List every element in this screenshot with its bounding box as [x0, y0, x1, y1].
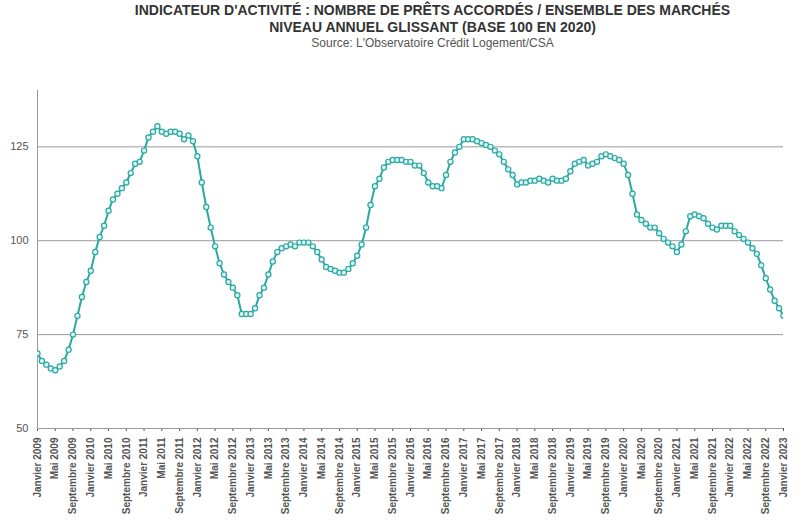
svg-text:Janvier 2016: Janvier 2016 [405, 437, 416, 497]
svg-text:Mai 2015: Mai 2015 [369, 437, 380, 479]
svg-text:Septembre 2010: Septembre 2010 [121, 437, 132, 514]
html-text:Source: L'Observatoire Crédit: Source: L'Observatoire Crédit Logement/C… [311, 36, 554, 50]
svg-text:Septembre 2013: Septembre 2013 [280, 437, 291, 514]
svg-text:75: 75 [16, 328, 28, 340]
svg-text:Janvier 2022: Janvier 2022 [724, 437, 735, 497]
svg-text:Mai 2020: Mai 2020 [636, 437, 647, 479]
svg-text:100: 100 [10, 234, 28, 246]
svg-text:Janvier 2018: Janvier 2018 [511, 437, 522, 497]
svg-text:Janvier 2009: Janvier 2009 [32, 437, 43, 497]
svg-text:Septembre 2020: Septembre 2020 [653, 437, 664, 514]
svg-text:Janvier 2021: Janvier 2021 [671, 437, 682, 497]
svg-text:Mai 2010: Mai 2010 [103, 437, 114, 479]
html-text:NIVEAU ANNUEL GLISSANT (BASE 1: NIVEAU ANNUEL GLISSANT (BASE 100 EN 2020… [269, 19, 596, 35]
svg-text:Septembre 2021: Septembre 2021 [707, 437, 718, 514]
svg-text:Mai 2016: Mai 2016 [422, 437, 433, 479]
svg-text:Mai 2021: Mai 2021 [689, 437, 700, 479]
svg-text:Janvier 2014: Janvier 2014 [298, 437, 309, 497]
svg-text:Septembre 2019: Septembre 2019 [600, 437, 611, 514]
svg-text:Mai 2013: Mai 2013 [263, 437, 274, 479]
svg-text:Mai 2009: Mai 2009 [49, 437, 60, 479]
svg-text:Janvier 2017: Janvier 2017 [458, 437, 469, 497]
svg-text:Janvier 2015: Janvier 2015 [351, 437, 362, 497]
svg-text:Janvier 2020: Janvier 2020 [618, 437, 629, 497]
svg-text:Septembre 2012: Septembre 2012 [227, 437, 238, 514]
svg-text:50: 50 [16, 422, 28, 434]
svg-text:Septembre 2009: Septembre 2009 [67, 437, 78, 514]
svg-text:Septembre 2017: Septembre 2017 [494, 437, 505, 514]
svg-text:Mai 2019: Mai 2019 [582, 437, 593, 479]
svg-text:Septembre 2014: Septembre 2014 [334, 437, 345, 514]
svg-text:Janvier 2011: Janvier 2011 [138, 437, 149, 497]
svg-text:125: 125 [10, 140, 28, 152]
svg-text:Septembre 2011: Septembre 2011 [174, 437, 185, 514]
svg-text:Janvier 2012: Janvier 2012 [192, 437, 203, 497]
svg-text:Septembre 2015: Septembre 2015 [387, 437, 398, 514]
svg-text:Janvier 2010: Janvier 2010 [85, 437, 96, 497]
svg-text:Septembre 2018: Septembre 2018 [547, 437, 558, 514]
svg-text:Mai 2014: Mai 2014 [316, 437, 327, 479]
svg-text:Janvier 2023: Janvier 2023 [778, 437, 789, 497]
svg-text:Mai 2012: Mai 2012 [209, 437, 220, 479]
svg-text:Mai 2018: Mai 2018 [529, 437, 540, 479]
svg-text:Septembre 2016: Septembre 2016 [440, 437, 451, 514]
svg-text:Janvier 2013: Janvier 2013 [245, 437, 256, 497]
svg-text:Septembre 2022: Septembre 2022 [760, 437, 771, 514]
svg-text:Mai 2011: Mai 2011 [156, 437, 167, 479]
svg-text:Mai 2022: Mai 2022 [742, 437, 753, 479]
svg-text:Mai 2017: Mai 2017 [476, 437, 487, 479]
html-text:INDICATEUR D'ACTIVITÉ : NOMBRE: INDICATEUR D'ACTIVITÉ : NOMBRE DE PRÊTS … [134, 2, 731, 18]
svg-text:Janvier 2019: Janvier 2019 [565, 437, 576, 497]
